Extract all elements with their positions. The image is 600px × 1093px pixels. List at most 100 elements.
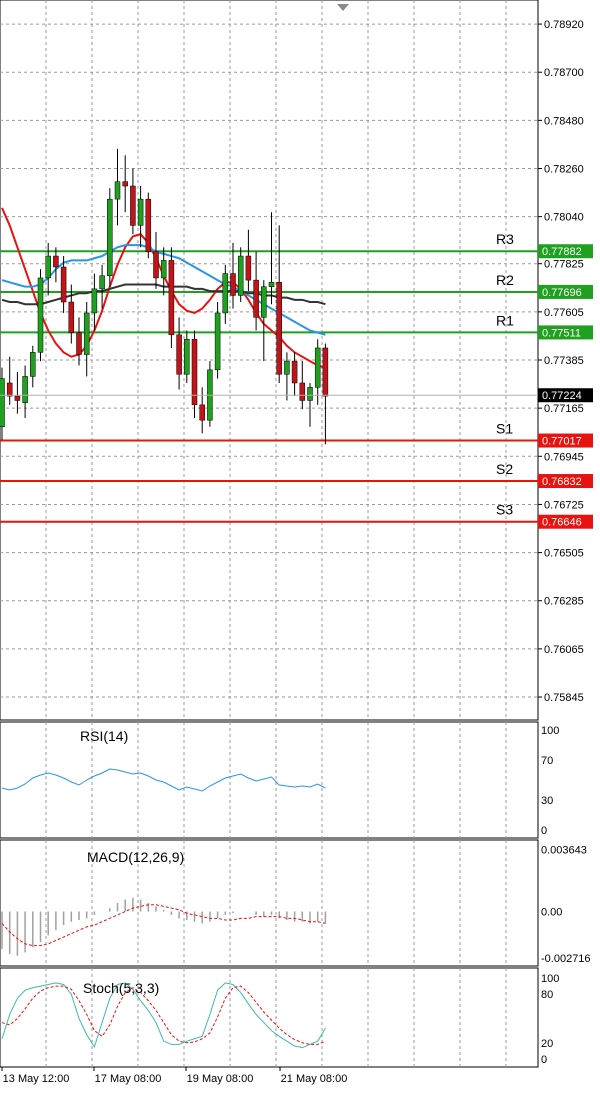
price-tick-label: 0.77825 [544,259,584,271]
candle-body [153,251,159,279]
price-tick-label: 0.76505 [544,548,584,560]
rsi-tick-label: 0 [541,825,547,837]
candle-body [253,279,259,318]
candle-body [299,382,306,401]
stoch-signal-line [1,985,326,1045]
candle-body [230,273,236,296]
level-label-r2: R2 [496,272,514,288]
time-axis-label: 19 May 08:00 [187,1073,254,1085]
stoch-tick-label: 0 [541,1054,547,1066]
level-value-s3: 0.76646 [542,517,582,529]
stoch-pane-frame [0,967,539,1068]
rsi-tick-label: 100 [541,725,559,737]
level-tag-s3 [538,514,593,529]
price-tick-label: 0.76725 [544,499,584,511]
price-pane-frame [0,0,539,721]
candle-body [176,334,182,375]
price-tick-label: 0.75845 [544,692,584,704]
macd-tick-label: 0.00 [541,907,562,919]
price-tick-label: 0.76945 [544,451,584,463]
price-tick-label: 0.78480 [544,115,584,127]
price-axis: 0.78920 0.78700 0.78480 0.78260 0.78040 0.778… [538,19,591,1066]
candle-body [184,338,190,375]
candle-body [107,198,113,276]
macd-tick-label: 0.003643 [541,844,587,856]
candle-body [268,282,275,287]
candle-body [222,273,229,314]
time-axis-label: 13 May 12:00 [3,1073,70,1085]
candle-body [22,376,28,403]
candle-body [245,255,252,281]
price-tick-label: 0.78040 [544,212,584,224]
macd-pane-frame [0,839,539,967]
candle-body [30,352,36,377]
level-tag-r3 [538,244,593,259]
candle-body [160,260,167,279]
level-tag-r1 [538,325,593,340]
current-price-value: 0.77224 [542,390,582,402]
level-value-r1: 0.77511 [542,327,581,339]
rsi-pane-frame [0,721,539,839]
candle-body [261,286,267,318]
price-tick-label: 0.77385 [544,355,584,367]
stoch-main-line [1,982,326,1049]
candle-body [76,332,82,355]
grid [0,0,538,1067]
candle-body [114,181,121,200]
level-value-s1: 0.77017 [542,436,582,448]
candle-body [122,181,128,187]
price-tick-label: 0.78260 [544,164,584,176]
candle-body [314,347,321,388]
candle-body [91,288,98,314]
candle-body [276,282,282,375]
level-tag-s1 [538,433,593,448]
candle-body [168,260,175,336]
level-value-s2: 0.76832 [542,476,582,488]
level-tag-r2 [538,284,593,299]
candle-body [45,255,51,279]
price-tick-label: 0.77605 [544,307,584,319]
stoch-tick-label: 20 [541,1038,553,1050]
candle-body [214,312,221,371]
macd-tick-label: -0.002716 [541,953,591,965]
candle-body [307,387,313,401]
time-axis: 13 May 12:00 17 May 08:00 19 May 08:00 21 M… [1,1067,348,1085]
candle-body [53,255,59,268]
level-tag-s2 [538,474,593,489]
current-price-tag: 0.77224 [538,388,593,403]
level-value-r2: 0.77696 [542,287,582,299]
rsi-label: RSI(14) [80,728,128,744]
rsi-tick-label: 30 [541,795,553,807]
candle-body [6,382,13,397]
candle-body [237,255,244,296]
level-label-r3: R3 [496,231,514,247]
time-axis-label: 17 May 08:00 [95,1073,162,1085]
candle-body [37,277,44,353]
time-axis-label: 21 May 08:00 [281,1073,348,1085]
price-tick-label: 0.78920 [544,19,584,31]
price-tick-label: 0.78700 [544,67,584,79]
level-label-r1: R1 [496,312,514,328]
price-tick-label: 0.76285 [544,596,584,608]
level-value-r3: 0.77882 [542,246,582,258]
candle-body [199,404,205,421]
rsi-line [1,768,326,792]
scroll-marker-icon[interactable] [337,4,349,11]
candle-body [145,198,152,252]
price-tick-label: 0.76065 [544,644,584,656]
candle-body [284,360,290,375]
rsi-tick-label: 70 [541,755,553,767]
candle-body [130,185,136,226]
candle-body [14,395,21,401]
candle-body [137,198,144,226]
candle-body [0,378,5,427]
macd-signal-line [1,904,326,947]
stoch-tick-label: 100 [541,973,559,985]
stoch-tick-label: 80 [541,989,553,1001]
candle-body [322,347,329,397]
level-label-s1: S1 [496,421,513,437]
candle-body [291,360,298,384]
level-label-s3: S3 [496,502,513,518]
macd-label: MACD(12,26,9) [87,849,184,865]
